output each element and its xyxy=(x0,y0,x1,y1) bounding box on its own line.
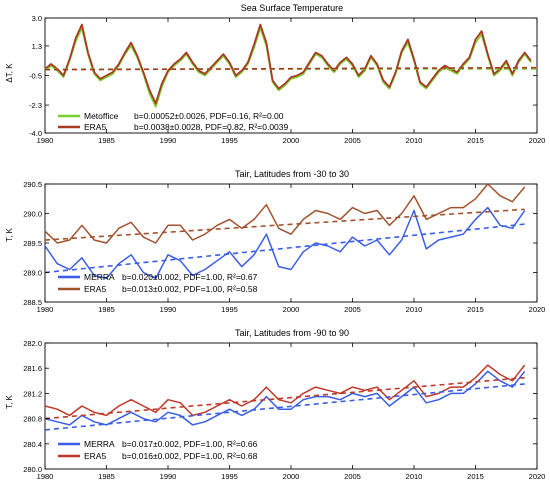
x-tick-label: 2000 xyxy=(283,305,300,314)
series-line-era5 xyxy=(44,364,526,417)
x-tick-label: 2020 xyxy=(529,472,546,481)
legend-name-metoffice: Metoffice xyxy=(84,111,119,121)
axis-ticks: 1980 1985 1990 1995 2000 2005 2010 2015 2020 290.… xyxy=(23,180,545,314)
x-tick-label: 1980 xyxy=(37,305,54,314)
x-tick-label: 1980 xyxy=(37,136,54,145)
legend-stats-merra: b=0.017±0.002, PDF=1.00, R²=0.66 xyxy=(122,439,258,449)
y-tick-label: -2.3 xyxy=(29,101,42,110)
legend-stats-merra: b=0.020±0.002, PDF=1.00, R²=0.67 xyxy=(122,272,258,282)
data-marks xyxy=(44,183,526,280)
plot-frame xyxy=(44,183,538,303)
y-tick-label: 281.2 xyxy=(23,389,42,398)
x-tick-label: 2015 xyxy=(467,136,484,145)
x-tick-label: 1985 xyxy=(98,472,115,481)
trend-line-era5 xyxy=(44,66,538,71)
y-tick-label: 289.5 xyxy=(23,239,42,248)
x-tick-label: 1985 xyxy=(98,136,115,145)
legend-name-era5: ERA5 xyxy=(84,451,106,461)
y-tick-label: 1.3 xyxy=(32,42,42,51)
legend-name-merra: MERRA xyxy=(84,272,115,282)
legend: MERRA b=0.020±0.002, PDF=1.00, R²=0.67 E… xyxy=(58,272,258,294)
legend-stats-era5: b=0.013±0.002, PDF=1.00, R²=0.58 xyxy=(122,284,258,294)
x-tick-label: 2010 xyxy=(406,136,423,145)
x-tick-label: 1995 xyxy=(221,136,238,145)
y-tick-label: 290.5 xyxy=(23,180,42,189)
legend: MERRA b=0.017±0.002, PDF=1.00, R²=0.66 E… xyxy=(58,439,258,461)
y-axis-label: T, K xyxy=(5,227,14,241)
data-marks xyxy=(44,23,538,108)
panel-sea-surface-temperature: Sea Surface Temperature ΔT, K 1980 1985 19… xyxy=(5,3,545,145)
axis-ticks: 1980 1985 1990 1995 2000 2005 2010 2015 2020 3.0 1… xyxy=(29,14,545,145)
x-tick-label: 1990 xyxy=(160,305,177,314)
x-tick-label: 2015 xyxy=(467,305,484,314)
series-line-era5 xyxy=(44,183,526,244)
x-tick-label: 2010 xyxy=(406,305,423,314)
data-marks xyxy=(44,364,526,431)
y-tick-label: 289.0 xyxy=(23,269,42,278)
legend-stats-era5: b=0.0038±0.0028, PDF=0.82, R²=0.0039 xyxy=(134,122,289,132)
x-tick-label: 1990 xyxy=(160,472,177,481)
x-tick-label: 2020 xyxy=(529,305,546,314)
panel-tair-90: Tair, Latitudes from -90 to 90 T, K 1980… xyxy=(5,328,545,481)
legend-name-era5: ERA5 xyxy=(84,284,106,294)
x-tick-label: 2005 xyxy=(344,305,361,314)
y-tick-label: 290.0 xyxy=(23,210,42,219)
y-tick-label: 280.0 xyxy=(23,465,42,474)
x-tick-label: 2005 xyxy=(344,472,361,481)
x-tick-label: 1995 xyxy=(221,472,238,481)
x-tick-label: 1995 xyxy=(221,305,238,314)
x-tick-label: 2020 xyxy=(529,136,546,145)
series-line-merra xyxy=(44,206,526,280)
y-tick-label: -0.5 xyxy=(29,72,42,81)
trend-line-era5 xyxy=(44,376,525,420)
y-tick-label: 288.5 xyxy=(23,298,42,307)
x-tick-label: 2000 xyxy=(283,472,300,481)
axis-ticks: 1980 1985 1990 1995 2000 2005 2010 2015 2020 282.… xyxy=(23,339,545,481)
y-axis-label: ΔT, K xyxy=(5,63,14,83)
x-tick-label: 1985 xyxy=(98,305,115,314)
trend-line-era5 xyxy=(44,208,525,241)
y-tick-label: 3.0 xyxy=(32,14,42,23)
legend-name-era5: ERA5 xyxy=(84,122,106,132)
legend-name-merra: MERRA xyxy=(84,439,115,449)
plot-frame xyxy=(44,17,538,134)
panel-title: Tair, Latitudes from -90 to 90 xyxy=(235,328,349,338)
panel-tair-30: Tair, Latitudes from -30 to 30 T, K 1980… xyxy=(5,169,545,314)
series-line-era5 xyxy=(44,23,532,105)
y-axis-label: T, K xyxy=(5,394,14,408)
panel-title: Sea Surface Temperature xyxy=(241,3,343,13)
y-tick-label: 282.0 xyxy=(23,339,42,348)
y-tick-label: 280.4 xyxy=(23,440,42,449)
x-tick-label: 2010 xyxy=(406,472,423,481)
y-tick-label: -4.0 xyxy=(29,129,42,138)
y-tick-label: 281.6 xyxy=(23,364,42,373)
series-line-metoffice xyxy=(44,26,532,108)
y-tick-label: 280.8 xyxy=(23,415,42,424)
legend-stats-era5: b=0.016±0.002, PDF=1.00, R²=0.68 xyxy=(122,451,258,461)
x-tick-label: 2000 xyxy=(283,136,300,145)
x-tick-label: 1980 xyxy=(37,472,54,481)
legend-stats-metoffice: b=0.00052±0.0026, PDF=0.16, R²=0.00 xyxy=(134,111,284,121)
x-tick-label: 2005 xyxy=(344,136,361,145)
series-line-merra xyxy=(44,370,526,426)
legend: Metoffice b=0.00052±0.0026, PDF=0.16, R²… xyxy=(58,111,289,132)
x-tick-label: 1990 xyxy=(160,136,177,145)
panel-title: Tair, Latitudes from -30 to 30 xyxy=(235,169,349,179)
x-tick-label: 2015 xyxy=(467,472,484,481)
